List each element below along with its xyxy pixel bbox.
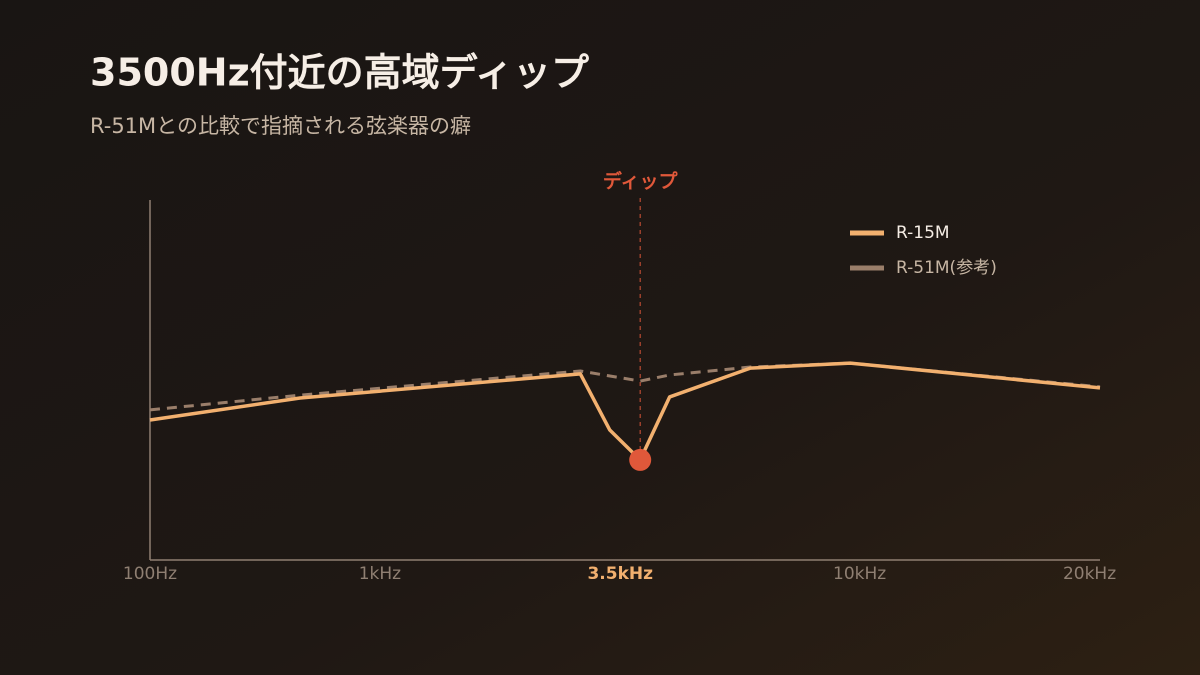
annotation-label: ディップ bbox=[603, 170, 679, 193]
x-tick-label: 3.5kHz bbox=[587, 564, 653, 584]
x-tick-label: 20kHz bbox=[1063, 564, 1116, 584]
chart-subtitle: R-51Mとの比較で指摘される弦楽器の癖 bbox=[90, 114, 471, 138]
legend-label: R-15M bbox=[896, 223, 950, 243]
x-tick-label: 10kHz bbox=[833, 564, 886, 584]
x-tick-label: 100Hz bbox=[123, 564, 177, 584]
chart-title: 3500Hz付近の高域ディップ bbox=[90, 51, 589, 95]
dip-point bbox=[629, 448, 652, 471]
legend-label: R-51M(参考) bbox=[896, 258, 997, 278]
x-tick-label: 1kHz bbox=[359, 564, 401, 584]
